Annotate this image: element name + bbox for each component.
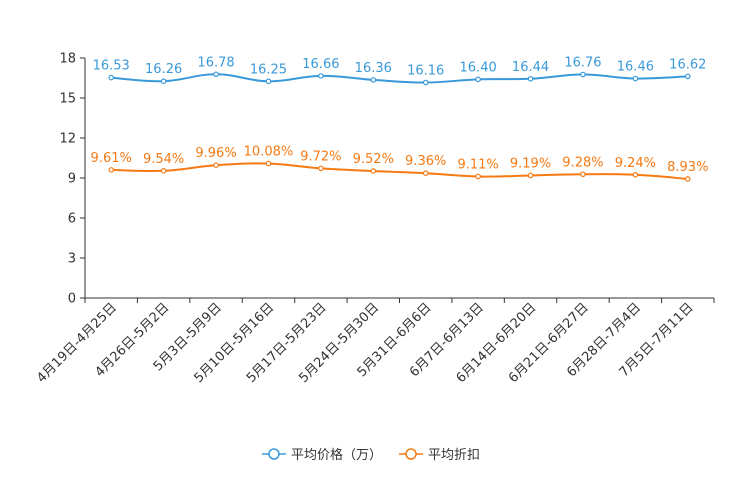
legend: 平均价格（万） 平均折扣 [262, 447, 480, 463]
series-layer: 16.53 16.26 16.78 16.25 16.66 16.36 16.16 16.40… [91, 55, 708, 182]
y-tick-label: 15 [59, 92, 76, 107]
legend-label: 平均价格（万） [291, 447, 382, 463]
data-label: 9.61% [91, 151, 132, 166]
data-label: 16.78 [197, 55, 234, 70]
data-point[interactable] [370, 168, 377, 174]
series-line [111, 162, 688, 180]
data-label: 16.62 [669, 57, 706, 72]
data-label: 16.46 [617, 60, 654, 75]
data-label: 16.76 [564, 56, 601, 71]
data-label: 9.96% [195, 146, 236, 161]
data-point[interactable] [318, 73, 324, 79]
data-point[interactable] [160, 168, 167, 174]
data-point[interactable] [632, 172, 639, 178]
data-point[interactable] [213, 71, 219, 78]
data-label: 16.44 [512, 60, 549, 75]
data-label: 9.28% [562, 155, 603, 170]
data-label: 16.53 [93, 59, 130, 74]
data-point[interactable] [632, 75, 639, 82]
data-point[interactable] [422, 170, 429, 177]
legend-label: 平均折扣 [428, 448, 480, 463]
data-point[interactable] [475, 173, 481, 180]
y-tick-label: 9 [68, 172, 76, 187]
data-point[interactable] [684, 176, 691, 182]
data-label: 9.36% [405, 154, 446, 169]
y-tick-label: 18 [59, 52, 76, 67]
data-label: 9.11% [457, 158, 498, 173]
data-label: 16.26 [145, 62, 182, 77]
y-tick-label: 12 [59, 132, 76, 147]
data-point[interactable] [580, 171, 586, 178]
legend-item-1[interactable]: 平均折扣 [399, 448, 480, 463]
legend-marker-icon [268, 448, 280, 460]
data-point[interactable] [684, 73, 691, 80]
data-label: 8.93% [667, 160, 708, 175]
data-label: 16.16 [407, 64, 444, 79]
data-point[interactable] [108, 74, 115, 81]
data-label: 10.08% [244, 145, 294, 160]
data-point[interactable] [475, 76, 481, 83]
data-label: 16.25 [250, 62, 287, 77]
data-label: 9.54% [143, 152, 184, 167]
series-0: 16.53 16.26 16.78 16.25 16.66 16.36 16.16 16.40… [93, 55, 706, 86]
data-point[interactable] [265, 78, 272, 85]
axes: 03691215184月19日-4月25日4月26日-5月2日5月3日-5月9日… [34, 52, 715, 386]
data-label: 9.52% [353, 152, 394, 167]
data-label: 9.24% [615, 156, 656, 171]
data-point[interactable] [527, 76, 534, 82]
y-tick-label: 3 [68, 252, 76, 267]
data-label: 16.66 [302, 57, 339, 72]
y-tick-label: 0 [68, 292, 76, 307]
data-point[interactable] [370, 77, 377, 83]
y-tick-label: 6 [68, 212, 76, 227]
data-point[interactable] [318, 165, 324, 172]
data-point[interactable] [108, 167, 115, 173]
data-point[interactable] [580, 71, 586, 78]
data-label: 9.72% [300, 149, 341, 164]
data-point[interactable] [213, 162, 219, 169]
data-label: 9.19% [510, 156, 551, 171]
data-point[interactable] [265, 160, 272, 167]
data-label: 16.40 [460, 60, 497, 75]
legend-marker-icon [405, 448, 417, 460]
data-point[interactable] [422, 79, 429, 86]
legend-item-0[interactable]: 平均价格（万） [262, 447, 382, 463]
series-1: 9.61% 9.54% 9.96% 10.08% 9.72% 9.52% 9.36% 9.11… [91, 145, 708, 182]
data-point[interactable] [527, 172, 534, 179]
data-label: 16.36 [355, 61, 392, 76]
series-line [111, 73, 688, 84]
data-point[interactable] [160, 78, 167, 85]
